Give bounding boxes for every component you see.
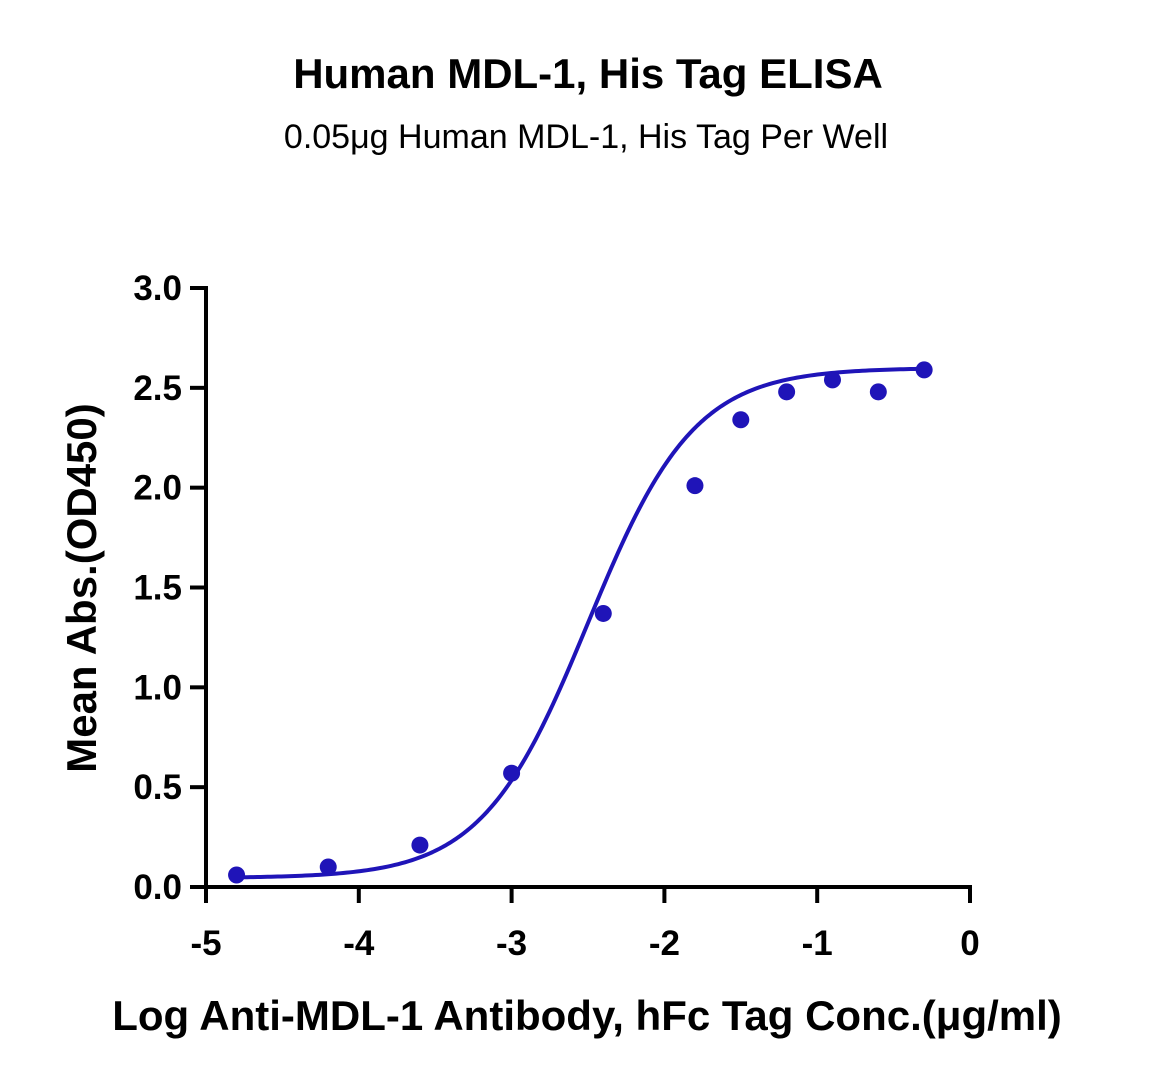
y-axis-label: Mean Abs.(OD450) (58, 403, 105, 773)
x-axis-label: Log Anti-MDL-1 Antibody, hFc Tag Conc.(μ… (112, 992, 1062, 1039)
y-tick-label: 1.5 (133, 569, 182, 608)
y-tick-label: 2.0 (133, 469, 182, 508)
x-tick-label: -1 (802, 924, 833, 963)
data-point (503, 764, 521, 782)
y-axis: 0.0 0.5 1.0 1.5 2.0 2.5 3.0 (133, 269, 208, 907)
chart-title: Human MDL-1, His Tag ELISA (293, 50, 883, 97)
x-tick-label: -5 (190, 924, 221, 963)
y-tick-label: 1.0 (133, 668, 182, 707)
data-point (411, 836, 429, 854)
x-tick-label: -4 (343, 924, 375, 963)
data-point (732, 411, 750, 429)
plot-area (228, 361, 933, 884)
data-point (319, 858, 337, 876)
x-tick-label: 0 (960, 924, 979, 963)
data-point (594, 604, 612, 622)
data-point (228, 866, 246, 884)
data-point (869, 383, 887, 401)
x-tick-label: -3 (496, 924, 527, 963)
chart-subtitle: 0.05μg Human MDL-1, His Tag Per Well (283, 118, 889, 156)
y-tick-label: 2.5 (133, 369, 182, 408)
y-tick-label: 0.0 (133, 868, 182, 907)
data-point (915, 361, 933, 379)
data-point (778, 383, 796, 401)
x-axis: -5 -4 -3 -2 -1 0 (190, 885, 980, 963)
y-tick-label: 3.0 (133, 269, 182, 308)
fit-curve (236, 366, 925, 880)
data-point (823, 371, 841, 389)
data-point (686, 477, 704, 495)
x-tick-label: -2 (649, 924, 680, 963)
y-tick-label: 0.5 (133, 768, 182, 807)
